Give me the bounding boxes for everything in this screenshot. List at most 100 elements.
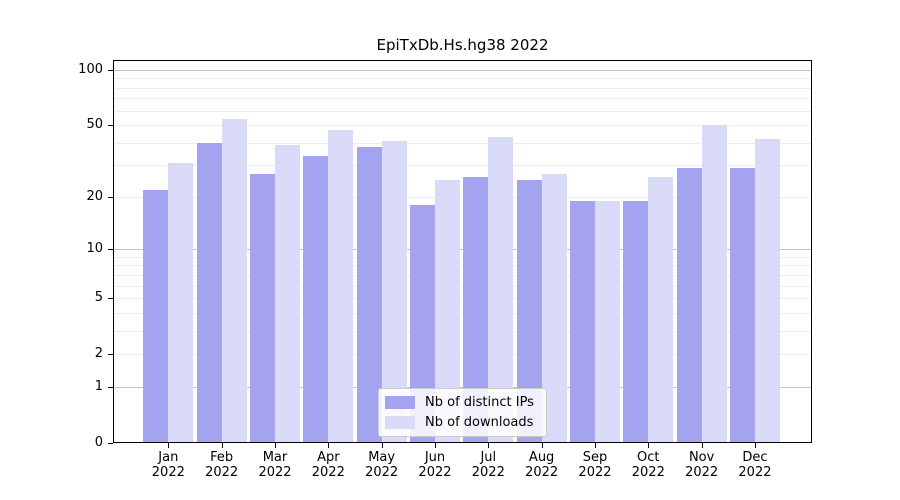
y-tick-label-1: 1 — [94, 379, 103, 394]
x-tick-year-apr: 2022 — [311, 465, 345, 480]
gridline-minor-4 — [114, 313, 811, 314]
x-tick-label-aug: Aug 2022 — [515, 450, 569, 480]
x-tick-year-dec: 2022 — [738, 465, 772, 480]
chart-title: EpiTxDb.Hs.hg38 2022 — [376, 36, 549, 54]
x-tick-month-jan: Jan — [158, 450, 179, 465]
x-tick-year-may: 2022 — [365, 465, 399, 480]
gridline-minor-80 — [114, 88, 811, 89]
x-tick-month-apr: Apr — [317, 450, 340, 465]
y-tick-5 — [108, 298, 113, 299]
y-tick-0 — [108, 443, 113, 444]
x-tick-month-feb: Feb — [210, 450, 234, 465]
gridline-minor-70 — [114, 98, 811, 99]
x-tick-month-nov: Nov — [688, 450, 715, 465]
gridline-minor-8 — [114, 265, 811, 266]
bar-downloads-apr — [328, 130, 354, 443]
x-tick-label-may: May 2022 — [355, 450, 409, 480]
gridline-minor-5 — [114, 298, 811, 299]
legend-item-downloads: Nb of downloads — [379, 415, 546, 430]
x-tick-label-sep: Sep 2022 — [568, 450, 622, 480]
legend-swatch-distinct-ips — [385, 395, 415, 409]
bar-distinct-ips-may — [356, 146, 382, 443]
x-tick-month-oct: Oct — [637, 450, 660, 465]
x-tick-year-jul: 2022 — [471, 465, 505, 480]
bar-downloads-nov — [701, 125, 727, 443]
x-tick-aug — [541, 443, 543, 448]
x-tick-apr — [328, 443, 330, 448]
x-tick-label-nov: Nov 2022 — [675, 450, 729, 480]
bar-distinct-ips-mar — [249, 173, 275, 443]
gridline-minor-30 — [114, 165, 811, 166]
x-tick-may — [381, 443, 383, 448]
bar-distinct-ips-apr — [303, 155, 329, 443]
x-tick-sep — [594, 443, 596, 448]
x-tick-mar — [274, 443, 276, 448]
x-tick-label-jun: Jun 2022 — [408, 450, 462, 480]
x-tick-year-feb: 2022 — [205, 465, 239, 480]
y-tick-label-50: 50 — [86, 117, 103, 132]
bar-downloads-sep — [594, 200, 620, 443]
bar-downloads-jan — [168, 162, 194, 443]
x-tick-month-dec: Dec — [742, 450, 768, 465]
x-tick-label-jul: Jul 2022 — [461, 450, 515, 480]
gridline-minor-6 — [114, 286, 811, 287]
gridline-minor-40 — [114, 143, 811, 144]
x-tick-label-jan: Jan 2022 — [141, 450, 195, 480]
gridline-minor-9 — [114, 257, 811, 258]
x-tick-dec — [754, 443, 756, 448]
bar-distinct-ips-jan — [143, 189, 169, 443]
x-tick-year-aug: 2022 — [525, 465, 559, 480]
bar-downloads-feb — [221, 119, 247, 443]
y-tick-100 — [108, 70, 113, 71]
bar-distinct-ips-nov — [676, 168, 702, 443]
bar-downloads-oct — [648, 176, 674, 443]
gridline-minor-2 — [114, 354, 811, 355]
y-tick-label-0: 0 — [94, 435, 103, 450]
y-tick-label-100: 100 — [78, 62, 103, 77]
x-tick-feb — [221, 443, 223, 448]
x-tick-jul — [488, 443, 490, 448]
legend-item-distinct-ips: Nb of distinct IPs — [379, 395, 546, 410]
bar-distinct-ips-sep — [569, 200, 595, 443]
x-tick-label-dec: Dec 2022 — [728, 450, 782, 480]
y-tick-2 — [108, 354, 113, 355]
x-tick-month-jun: Jun — [424, 450, 446, 465]
x-tick-month-may: May — [368, 450, 396, 465]
legend: Nb of distinct IPs Nb of downloads — [378, 388, 547, 437]
gridline-minor-90 — [114, 78, 811, 79]
y-tick-50 — [108, 125, 113, 126]
bar-distinct-ips-oct — [623, 200, 649, 443]
x-tick-year-nov: 2022 — [685, 465, 719, 480]
gridline-minor-3 — [114, 331, 811, 332]
x-tick-label-feb: Feb 2022 — [195, 450, 249, 480]
bar-downloads-dec — [754, 139, 780, 443]
x-tick-oct — [648, 443, 650, 448]
x-tick-label-apr: Apr 2022 — [301, 450, 355, 480]
x-tick-month-jul: Jul — [480, 450, 497, 465]
x-tick-year-jun: 2022 — [418, 465, 452, 480]
x-tick-jun — [434, 443, 436, 448]
bar-distinct-ips-dec — [729, 168, 755, 443]
x-tick-label-mar: Mar 2022 — [248, 450, 302, 480]
gridline-major-1 — [114, 387, 811, 388]
x-tick-year-mar: 2022 — [258, 465, 292, 480]
gridline-minor-50 — [114, 125, 811, 126]
y-tick-label-2: 2 — [94, 346, 103, 361]
x-tick-year-sep: 2022 — [578, 465, 612, 480]
y-tick-label-20: 20 — [86, 189, 103, 204]
x-tick-month-aug: Aug — [528, 450, 555, 465]
bar-downloads-mar — [274, 144, 300, 443]
x-tick-jan — [168, 443, 170, 448]
x-tick-year-jan: 2022 — [151, 465, 185, 480]
y-tick-label-10: 10 — [86, 241, 103, 256]
x-tick-label-oct: Oct 2022 — [621, 450, 675, 480]
gridline-minor-7 — [114, 275, 811, 276]
gridline-minor-20 — [114, 197, 811, 198]
y-tick-1 — [108, 387, 113, 388]
y-tick-10 — [108, 249, 113, 250]
y-tick-label-5: 5 — [94, 290, 103, 305]
legend-swatch-downloads — [385, 416, 415, 430]
legend-label-downloads: Nb of downloads — [425, 415, 534, 431]
gridline-minor-60 — [114, 111, 811, 112]
